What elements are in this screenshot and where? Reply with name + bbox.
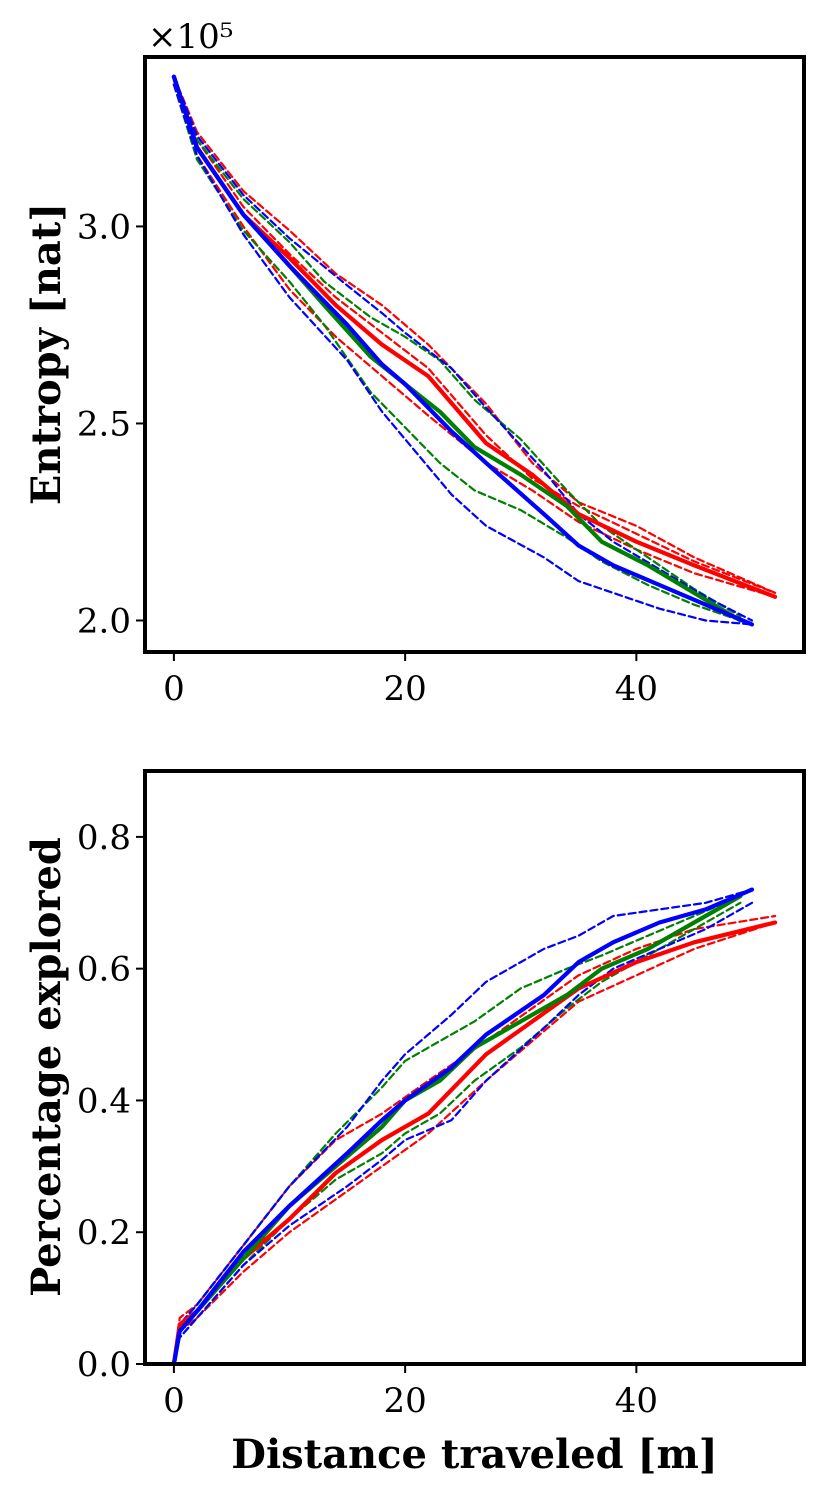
y-tick-label: 2.5: [77, 404, 131, 444]
x-tick-label: 0: [163, 669, 185, 709]
series-line-6: [172, 83, 742, 622]
y-tick-label: 0.6: [77, 950, 131, 990]
y-tick-label: 0.0: [77, 1345, 131, 1385]
axes-frame: [143, 55, 806, 654]
series-line-4: [171, 74, 743, 623]
series-line-4: [172, 895, 742, 1364]
series-line-7: [171, 74, 755, 627]
series-line-0: [171, 74, 778, 599]
series-line-2: [172, 921, 777, 1364]
series-group: [171, 887, 778, 1364]
series-line-3: [171, 894, 743, 1364]
series-line-9: [172, 83, 754, 626]
y-tick-label: 0.8: [77, 818, 131, 858]
y-offset-label: ×10⁵: [148, 17, 233, 57]
x-tick-label: 40: [615, 669, 658, 709]
series-line-3: [172, 75, 777, 595]
y-tick-label: 3.0: [77, 207, 131, 247]
series-line-8: [172, 901, 754, 1364]
series-line-6: [171, 887, 755, 1364]
series-line-5: [172, 901, 742, 1364]
axes-frame: [143, 769, 806, 1366]
series-line-0: [171, 920, 778, 1364]
series-line-1: [172, 75, 777, 595]
series-line-1: [172, 914, 777, 1364]
x-tick-label: 20: [383, 669, 426, 709]
series-line-8: [172, 75, 754, 622]
x-tick-label: 20: [383, 1381, 426, 1421]
series-group: [171, 74, 778, 627]
x-tick-label: 0: [163, 1381, 185, 1421]
y-tick-label: 0.4: [77, 1081, 131, 1121]
y-tick-label: 2.0: [77, 601, 131, 641]
y-axis-label: Percentage explored: [23, 837, 70, 1297]
x-tick-label: 40: [615, 1381, 658, 1421]
x-axis-label: Distance traveled [m]: [231, 1431, 717, 1478]
y-axis-label: Entropy [nat]: [23, 203, 70, 505]
series-line-7: [172, 888, 754, 1364]
y-tick-label: 0.2: [77, 1213, 131, 1253]
series-line-2: [172, 83, 777, 598]
